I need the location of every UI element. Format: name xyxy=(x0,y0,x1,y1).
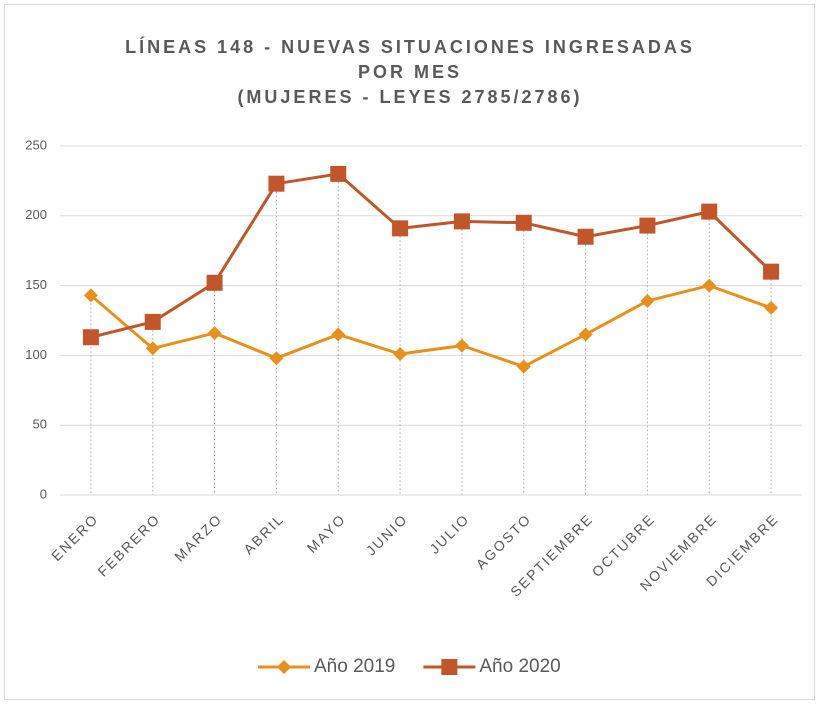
chart-title: LÍNEAS 148 - NUEVAS SITUACIONES INGRESAD… xyxy=(125,36,695,57)
y-tick-label: 50 xyxy=(33,417,47,432)
legend-label: Año 2020 xyxy=(479,656,560,677)
point-marker xyxy=(206,274,223,291)
point-marker xyxy=(577,228,594,245)
legend-label: Año 2019 xyxy=(314,656,395,677)
point-marker xyxy=(268,175,285,192)
legend-marker xyxy=(277,660,291,674)
y-tick-label: 200 xyxy=(25,207,47,222)
legend-marker xyxy=(441,659,458,675)
point-marker xyxy=(454,338,469,353)
point-marker xyxy=(392,220,409,237)
y-tick-label: 150 xyxy=(25,277,47,292)
point-marker xyxy=(701,203,718,220)
point-marker xyxy=(82,329,99,346)
point-marker xyxy=(393,347,408,362)
point-marker xyxy=(144,313,161,330)
y-tick-label: 250 xyxy=(25,137,47,152)
chart-title: (MUJERES - LEYES 2785/2786) xyxy=(237,87,582,107)
point-marker xyxy=(453,213,470,230)
series-line xyxy=(90,172,773,339)
chart-title: POR MES xyxy=(358,62,462,82)
point-marker xyxy=(145,341,160,356)
point-marker xyxy=(269,351,284,366)
point-marker xyxy=(207,326,222,341)
point-marker xyxy=(702,278,717,293)
point-marker xyxy=(330,165,347,182)
point-marker xyxy=(764,300,779,315)
point-marker xyxy=(578,327,593,342)
series-line xyxy=(89,284,772,369)
point-marker xyxy=(763,263,780,280)
point-marker xyxy=(83,288,98,303)
point-marker xyxy=(515,214,532,231)
y-tick-label: 100 xyxy=(25,347,47,362)
y-tick-label: 0 xyxy=(40,486,47,501)
point-marker xyxy=(639,217,656,234)
point-marker xyxy=(640,293,655,308)
point-marker xyxy=(516,359,531,374)
point-marker xyxy=(331,327,346,342)
